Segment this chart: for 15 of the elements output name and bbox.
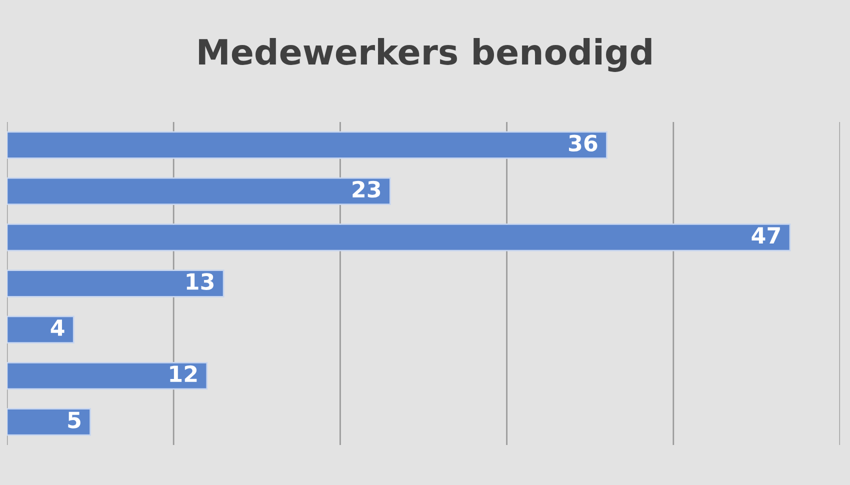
bar [7, 362, 208, 390]
data-label: 5 [68, 412, 80, 428]
bar [7, 177, 391, 206]
data-label: 12 [170, 365, 197, 382]
data-label: 13 [186, 273, 214, 290]
data-label: 23 [352, 180, 380, 198]
data-label: 4 [50, 320, 64, 336]
data-label: 36 [568, 134, 598, 152]
bar [7, 408, 91, 436]
bar [7, 316, 74, 344]
bar [7, 131, 608, 159]
data-label: 47 [752, 227, 780, 244]
bar [7, 224, 791, 252]
chart-title: Medewerkers benodigd [199, 38, 652, 72]
bar [7, 270, 224, 298]
